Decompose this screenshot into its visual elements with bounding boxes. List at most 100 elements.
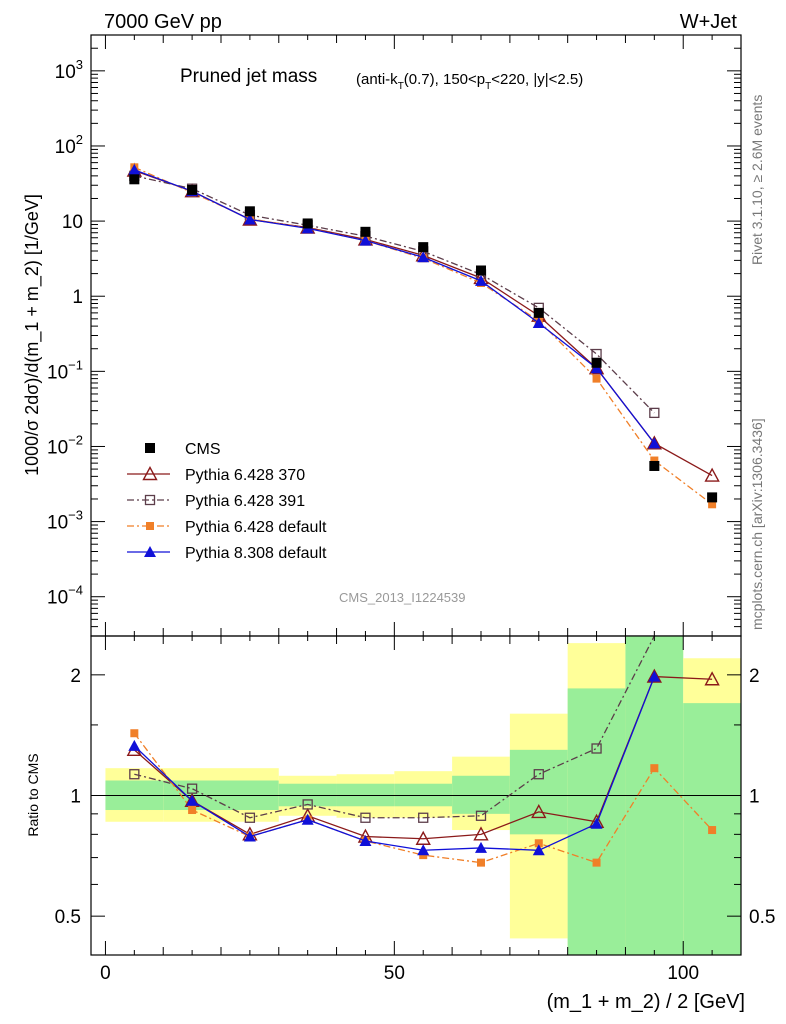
main-data-point [418,242,429,253]
mcplots-label: mcplots.cern.ch [arXiv:1306.3436] [749,418,765,630]
main-data-point [302,218,313,229]
legend-marker [144,546,156,557]
main-data-point [649,407,660,419]
main-data-point [187,184,198,195]
ratio-data-point [646,668,663,683]
main-data-point [128,163,141,175]
plot-title: Pruned jet mass (anti-kT(0.7), 150<pT<22… [180,66,583,92]
main-data-point [533,307,544,318]
main-y-tick-label: 1 [72,287,83,308]
main-data-point [244,206,255,217]
main-y-tick-exp: −1 [68,357,83,372]
uncertainty-band-inner [452,775,510,814]
legend: CMS Pythia 6.428 370 Pythia 6.428 391 Pythi… [127,441,327,562]
main-y-tick-exp: −2 [68,432,83,447]
ratio-data-point [475,841,487,853]
legend-label: Pythia 8.308 default [185,545,327,562]
main-data-point [532,317,545,329]
title-detail: (anti-kT(0.7), 150<pT<220, |y|<2.5) [356,71,583,92]
main-data-point [359,234,372,246]
main-y-tick-exp: −3 [68,508,83,523]
main-y-tick-base: 10 [62,212,83,233]
main-y-tick-base: 10 [47,437,68,458]
watermark: CMS_2013_I1224539 [339,590,466,605]
ratio-data-point [534,839,543,848]
ratio-y-tick-label-right: 2 [749,666,760,687]
main-y-tick-label: 10 [62,212,83,233]
main-data-point [649,460,660,471]
main-data-point [708,500,717,509]
main-series-1 [126,162,720,482]
ratio-series-3 [128,670,661,856]
main-data-point [476,265,486,276]
legend-entry-0: CMS [145,441,221,458]
ratio-data-point [533,769,544,780]
ratio-y-tick-label-left: 0.5 [55,907,81,928]
legend-label: Pythia 6.428 default [185,519,327,536]
ratio-data-point [418,812,429,823]
ratio-data-point [415,830,431,845]
legend-entry-4: Pythia 8.308 default [127,545,327,562]
main-y-tick-label: 103 [55,57,83,83]
ratio-data-point [186,783,198,794]
ratio-series-line [134,636,655,819]
ratio-data-point [186,794,199,806]
ratio-y-tick-label-left: 1 [70,787,81,808]
ratio-data-point [591,743,602,754]
main-data-point [707,492,718,503]
ratio-y-tick-label-right: 1 [749,787,760,808]
main-series-line [134,169,655,444]
uncertainty-band-inner [278,783,337,807]
main-data-point [646,435,663,450]
title-detail-mid1: (0.7), 150<p [404,71,485,88]
title-detail-sub1: T [398,81,404,92]
legend-entry-2: Pythia 6.428 391 [127,493,305,510]
main-data-point [650,456,659,465]
ratio-data-point [592,858,601,867]
ratio-data-point [129,769,140,780]
main-data-point [360,226,371,237]
header-left: 7000 GeV pp [104,11,222,33]
rivet-label: Rivet 3.1.10, ≥ 2.6M events [749,95,765,265]
legend-marker [146,522,154,530]
uncertainty-band-inner [336,783,395,807]
main-series-line [134,175,655,414]
legend-marker [144,494,156,506]
main-data-point [591,357,602,368]
main-series-line [134,166,713,505]
main-y-tick-base: 10 [47,588,68,609]
main-y-tick-base: 10 [55,62,76,83]
ratio-x-tick-label: 0 [100,963,111,984]
main-y-tick-label: 10−1 [47,357,83,383]
ratio-data-point [417,844,430,856]
main-y-tick-base: 10 [47,362,68,383]
ratio-data-point [648,670,661,682]
ratio-data-point [650,764,659,773]
ratio-y-tick-label-left: 2 [70,666,81,687]
legend-entry-1: Pythia 6.428 370 [127,466,305,484]
ratio-y-tick-label-right: 0.5 [749,907,775,928]
ratio-data-point [302,799,313,810]
main-y-tick-label: 10−2 [47,432,83,458]
ratio-panel: 0 50 100 0.5 0.5 1 1 2 2 [55,635,775,984]
main-series-4 [128,163,661,449]
ratio-data-point [244,812,256,823]
legend-entry-3: Pythia 6.428 default [127,519,327,536]
title-detail-post: <220, |y|<2.5) [491,71,583,88]
main-y-tick-label: 10−4 [47,583,83,609]
main-y-tick-label: 102 [55,132,83,158]
ratio-x-tick-label: 100 [667,963,699,984]
main-data-point [243,213,256,225]
legend-label: CMS [185,441,221,458]
ratio-data-point [708,826,717,835]
main-series-0 [129,174,718,503]
ratio-data-point [301,813,314,825]
main-y-tick-base: 10 [55,137,76,158]
ratio-x-tick-label: 50 [384,963,405,984]
main-y-tick-base: 10 [47,513,68,534]
legend-label: Pythia 6.428 370 [185,467,305,484]
ratio-data-point [359,834,372,846]
title-detail-pre: (anti-k [356,71,398,88]
